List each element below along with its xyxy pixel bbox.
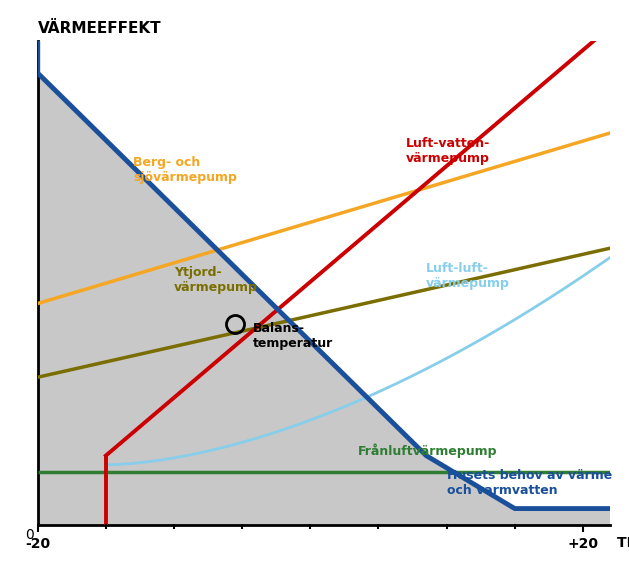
Text: TEMP, °C: TEMP, °C xyxy=(617,536,629,550)
Text: Balans-
temperatur: Balans- temperatur xyxy=(253,322,333,350)
Text: Luft-luft-
värmepump: Luft-luft- värmepump xyxy=(426,262,510,290)
Text: Berg- och
sjövärmepump: Berg- och sjövärmepump xyxy=(133,156,237,184)
Polygon shape xyxy=(38,41,610,525)
Text: 0: 0 xyxy=(25,528,34,542)
Text: Frånluftvärmepump: Frånluftvärmepump xyxy=(358,443,498,458)
Text: Ytjord-
värmepump: Ytjord- värmepump xyxy=(174,266,258,294)
Text: Luft-vatten-
värmepump: Luft-vatten- värmepump xyxy=(406,137,490,165)
Text: VÄRMEEFFEKT: VÄRMEEFFEKT xyxy=(38,21,162,36)
Text: Husets behov av värme
och varmvatten: Husets behov av värme och varmvatten xyxy=(447,469,612,497)
